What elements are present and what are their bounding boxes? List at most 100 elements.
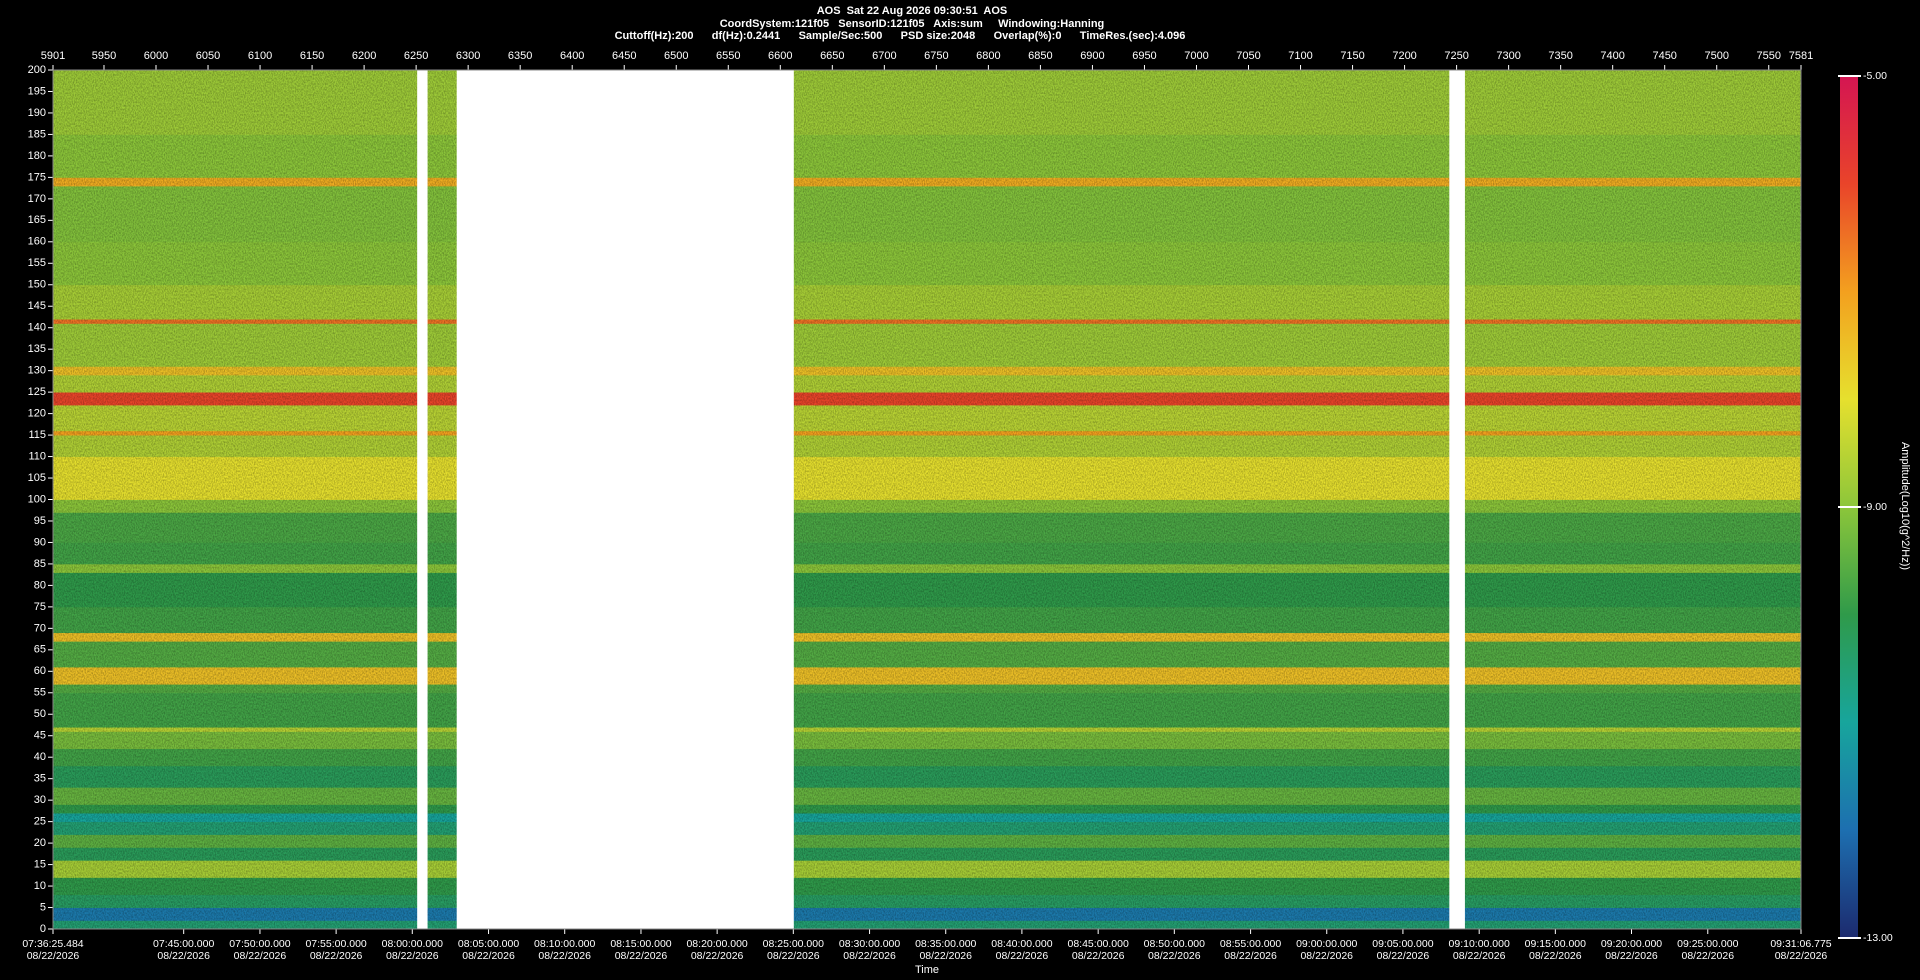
data-gap [1449, 70, 1465, 929]
x-tick-date: 08/22/2026 [767, 950, 820, 962]
x2-tick-label: 5901 [41, 50, 65, 62]
x2-tick-label: 7350 [1548, 50, 1572, 62]
x2-tick-label: 7100 [1288, 50, 1312, 62]
y-tick-label: 160 [28, 236, 46, 248]
x2-tick-label: 7450 [1652, 50, 1676, 62]
x2-tick-label: 6200 [352, 50, 376, 62]
x-tick-label: 09:10:00.000 [1449, 938, 1510, 950]
colorbar-label: Amplitude(Log10(g^2/Hz)) [1899, 442, 1911, 570]
x2-tick-label: 7250 [1444, 50, 1468, 62]
x2-tick-label: 6100 [248, 50, 272, 62]
x-tick-date: 08/22/2026 [1148, 950, 1201, 962]
x-tick-date: 08/22/2026 [1529, 950, 1582, 962]
x-tick-label: 08:10:00.000 [534, 938, 595, 950]
x2-tick-label: 6850 [1028, 50, 1052, 62]
x-tick-label: 08:50:00.000 [1144, 938, 1205, 950]
x2-tick-label: 6500 [664, 50, 688, 62]
x2-tick-label: 7581 [1789, 50, 1813, 62]
x2-tick-label: 6600 [768, 50, 792, 62]
y-tick-label: 140 [28, 322, 46, 334]
x-tick-label: 09:00:00.000 [1296, 938, 1357, 950]
x-tick-label: 08:35:00.000 [915, 938, 976, 950]
y-tick-label: 70 [34, 622, 46, 634]
y-tick-label: 100 [28, 493, 46, 505]
y-tick-label: 85 [34, 558, 46, 570]
x-tick-label: 08:05:00.000 [458, 938, 519, 950]
x-tick-date: 08/22/2026 [157, 950, 210, 962]
y-tick-label: 110 [28, 450, 46, 462]
y-tick-label: 155 [28, 257, 46, 269]
y-tick-label: 15 [34, 858, 46, 870]
y-tick-label: 45 [34, 730, 46, 742]
x-tick-label: 09:25:00.000 [1677, 938, 1738, 950]
x-tick-date: 08/22/2026 [615, 950, 668, 962]
x-tick-label: 07:50:00.000 [229, 938, 290, 950]
x2-tick-label: 6350 [508, 50, 532, 62]
x2-tick-label: 7400 [1600, 50, 1624, 62]
y-tick-label: 145 [28, 300, 46, 312]
x2-tick-label: 6450 [612, 50, 636, 62]
x-tick-date: 08/22/2026 [1605, 950, 1658, 962]
x-tick-date: 08/22/2026 [310, 950, 363, 962]
x2-tick-label: 7000 [1184, 50, 1208, 62]
x-tick-label: 08:40:00.000 [991, 938, 1052, 950]
y-tick-label: 90 [34, 536, 46, 548]
x-tick-date: 08/22/2026 [843, 950, 896, 962]
plot-frame [52, 69, 1802, 930]
x2-tick-label: 6700 [872, 50, 896, 62]
colorbar-tick-label: -13.00 [1863, 932, 1893, 944]
x-tick-label: 09:15:00.000 [1525, 938, 1586, 950]
y-tick-label: 190 [28, 107, 46, 119]
x2-tick-label: 7550 [1757, 50, 1781, 62]
x-tick-label: 07:36:25.484 [22, 938, 83, 950]
y-tick-label: 5 [40, 901, 46, 913]
heatmap [53, 70, 1801, 930]
data-gap [417, 70, 428, 929]
x2-tick-label: 6250 [404, 50, 428, 62]
x-tick-label: 08:25:00.000 [763, 938, 824, 950]
y-tick-label: 95 [34, 515, 46, 527]
y-tick-label: 130 [28, 365, 46, 377]
x-tick-date: 08/22/2026 [1300, 950, 1353, 962]
data-gap [456, 70, 794, 929]
y-tick-label: 75 [34, 601, 46, 613]
x-tick-date: 08/22/2026 [1224, 950, 1277, 962]
y-tick-label: 80 [34, 579, 46, 591]
x-tick-label: 09:20:00.000 [1601, 938, 1662, 950]
x-tick-label: 08:30:00.000 [839, 938, 900, 950]
y-tick-label: 65 [34, 644, 46, 656]
x-tick-date: 08/22/2026 [462, 950, 515, 962]
x-tick-date: 08/22/2026 [1681, 950, 1734, 962]
chart-subtitle: CoordSystem:121f05 SensorID:121f05 Axis:… [720, 18, 1105, 30]
y-tick-label: 25 [34, 816, 46, 828]
y-tick-label: 0 [40, 923, 46, 935]
y-tick-label: 195 [28, 85, 46, 97]
x2-tick-label: 6150 [300, 50, 324, 62]
y-tick-label: 150 [28, 279, 46, 291]
x2-tick-label: 6800 [976, 50, 1000, 62]
x2-tick-label: 7300 [1496, 50, 1520, 62]
y-tick-label: 200 [28, 64, 46, 76]
x-tick-date: 08/22/2026 [996, 950, 1049, 962]
x-axis-label: Time [915, 964, 939, 976]
x2-tick-label: 6750 [924, 50, 948, 62]
x2-tick-label: 6650 [820, 50, 844, 62]
y-tick-label: 125 [28, 386, 46, 398]
colorbar-tick-label: -5.00 [1863, 70, 1887, 82]
x-tick-date: 08/22/2026 [27, 950, 80, 962]
x2-tick-label: 7500 [1704, 50, 1728, 62]
x-tick-date: 08/22/2026 [1453, 950, 1506, 962]
y-tick-label: 105 [28, 472, 46, 484]
x-tick-date: 08/22/2026 [538, 950, 591, 962]
y-tick-label: 35 [34, 773, 46, 785]
x-tick-label: 08:55:00.000 [1220, 938, 1281, 950]
x-tick-label: 09:05:00.000 [1372, 938, 1433, 950]
x-tick-date: 08/22/2026 [1377, 950, 1430, 962]
chart-info: Cuttoff(Hz):200 df(Hz):0.2441 Sample/Sec… [615, 30, 1186, 42]
x-tick-label: 08:45:00.000 [1068, 938, 1129, 950]
x2-tick-label: 6950 [1132, 50, 1156, 62]
x2-tick-label: 6300 [456, 50, 480, 62]
x-tick-label: 08:20:00.000 [686, 938, 747, 950]
